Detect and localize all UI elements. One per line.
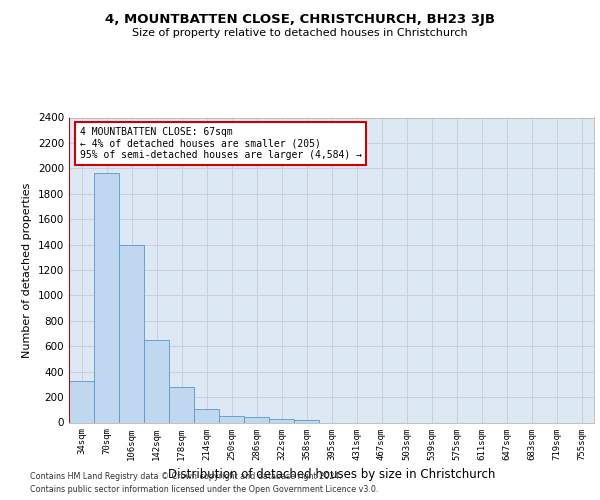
Bar bbox=[294, 420, 319, 422]
Y-axis label: Number of detached properties: Number of detached properties bbox=[22, 182, 32, 358]
Bar bbox=[144, 340, 169, 422]
Bar bbox=[219, 416, 244, 422]
Text: Size of property relative to detached houses in Christchurch: Size of property relative to detached ho… bbox=[132, 28, 468, 38]
Text: 4 MOUNTBATTEN CLOSE: 67sqm
← 4% of detached houses are smaller (205)
95% of semi: 4 MOUNTBATTEN CLOSE: 67sqm ← 4% of detac… bbox=[79, 126, 361, 160]
Bar bbox=[244, 418, 269, 422]
Text: 4, MOUNTBATTEN CLOSE, CHRISTCHURCH, BH23 3JB: 4, MOUNTBATTEN CLOSE, CHRISTCHURCH, BH23… bbox=[105, 12, 495, 26]
Bar bbox=[169, 387, 194, 422]
Bar bbox=[119, 244, 144, 422]
Bar bbox=[269, 418, 294, 422]
Text: Contains HM Land Registry data © Crown copyright and database right 2024.: Contains HM Land Registry data © Crown c… bbox=[30, 472, 342, 481]
Bar bbox=[69, 380, 94, 422]
Bar bbox=[194, 409, 219, 422]
Text: Contains public sector information licensed under the Open Government Licence v3: Contains public sector information licen… bbox=[30, 485, 379, 494]
Bar bbox=[94, 174, 119, 422]
X-axis label: Distribution of detached houses by size in Christchurch: Distribution of detached houses by size … bbox=[168, 468, 495, 481]
